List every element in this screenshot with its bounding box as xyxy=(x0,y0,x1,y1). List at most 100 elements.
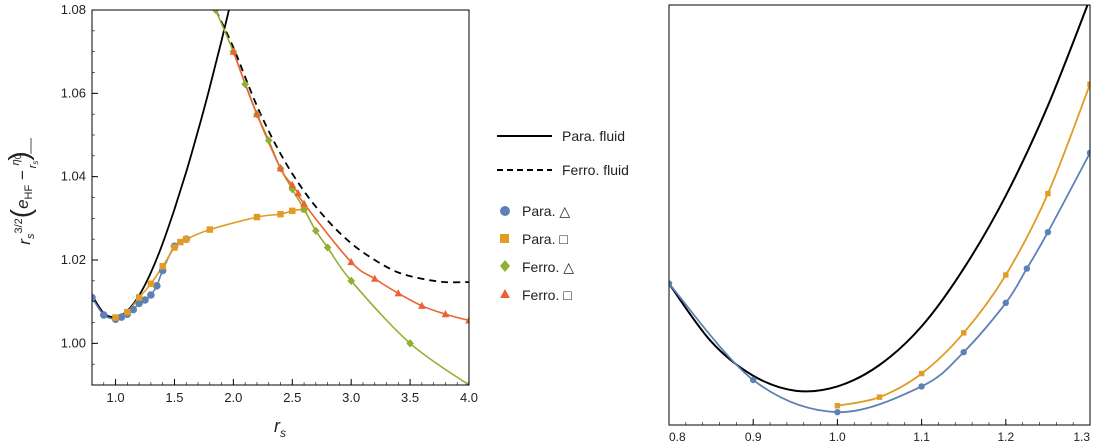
x-tick-label: 1.5 xyxy=(165,390,183,405)
marker-ferro-square xyxy=(394,289,403,297)
marker-para-square xyxy=(177,238,184,246)
zoom-marker-para-triangle xyxy=(1044,228,1052,236)
marker-para-square xyxy=(135,294,143,301)
marker-ferro-square xyxy=(370,274,379,282)
legend-label-para-square: Para. □ xyxy=(522,231,568,247)
right-x-axis: 0.8 0.9 1.0 1.1 1.2 1.3 xyxy=(668,419,1091,444)
zoom-marker-para-square xyxy=(1087,81,1090,88)
zoom-marker-para-square xyxy=(834,402,841,409)
marker-para-square xyxy=(206,226,214,233)
marker-para-square xyxy=(147,280,155,287)
marker-ferro-triangle xyxy=(288,184,297,194)
y-tick-label: 1.08 xyxy=(61,2,86,17)
zoom-marker-para-square xyxy=(876,394,883,400)
legend-label-para-triangle: Para. △ xyxy=(522,203,570,219)
marker-para-square xyxy=(159,263,166,270)
zoom-marker-para-square xyxy=(918,370,925,377)
zoom-marker-para-triangle xyxy=(918,383,925,390)
marker-para-triangle xyxy=(117,313,126,321)
left-markers xyxy=(92,10,469,385)
marker-para-triangle xyxy=(152,282,161,290)
marker-ferro-square xyxy=(276,164,285,172)
svg-text:rs3/2(eHF − η0rs): rs3/2(eHF − η0rs) xyxy=(3,151,40,244)
zoom-marker-para-triangle xyxy=(834,408,841,416)
marker-ferro-triangle xyxy=(241,79,249,89)
zoom-marker-para-triangle xyxy=(960,348,967,356)
legend-item-para-fluid: Para. fluid xyxy=(497,128,625,144)
x-tick-label: 2.0 xyxy=(224,390,242,405)
marker-para-triangle xyxy=(135,299,143,308)
marker-ferro-triangle xyxy=(406,339,414,348)
legend-item-ferro-fluid: Ferro. fluid xyxy=(497,162,629,178)
legend-item-ferro-square: Ferro. □ xyxy=(500,287,572,303)
y-tick-label: 1.02 xyxy=(61,252,86,267)
legend-label-ferro-triangle: Ferro. △ xyxy=(522,259,574,275)
marker-para-triangle xyxy=(92,293,96,302)
marker-para-square xyxy=(253,213,261,221)
right-plot-frame xyxy=(668,4,1091,426)
marker-ferro-square xyxy=(441,309,450,318)
legend-item-para-triangle: Para. △ xyxy=(500,203,570,219)
marker-ferro-triangle xyxy=(323,243,332,252)
x-tick-label: 3.5 xyxy=(401,390,419,405)
marker-para-square xyxy=(171,244,178,251)
right-chart: 0.8 0.9 1.0 1.1 1.2 1.3 xyxy=(668,4,1091,444)
marker-para-triangle xyxy=(129,305,138,314)
marker-ferro-square xyxy=(294,189,302,197)
marker-para-triangle xyxy=(99,311,108,319)
left-chart: 1.0 1.5 2.0 2.5 3.0 3.5 4.0 1.001.021.041.061.… xyxy=(3,2,478,440)
right-markers xyxy=(669,81,1090,416)
marker-ferro-square xyxy=(229,47,238,55)
zoom-curve-para-fluid xyxy=(669,5,1089,393)
marker-ferro-triangle xyxy=(211,10,220,15)
y-tick-label: 1.06 xyxy=(61,85,86,100)
zoom-marker-para-triangle xyxy=(1002,299,1009,307)
zoom-x-tick-label: 0.8 xyxy=(669,430,686,444)
marker-ferro-square xyxy=(465,316,469,324)
zoom-x-tick-label: 1.2 xyxy=(997,430,1014,444)
marker-para-triangle xyxy=(147,291,155,299)
zoom-marker-para-triangle xyxy=(1086,149,1090,157)
zoom-marker-para-triangle xyxy=(750,376,757,384)
marker-ferro-triangle xyxy=(465,380,469,385)
marker-ferro-triangle xyxy=(312,226,320,236)
x-tick-label: 4.0 xyxy=(460,390,478,405)
marker-ferro-square xyxy=(347,257,355,266)
curve-ferro-fluid xyxy=(214,10,469,284)
marker-para-square xyxy=(124,308,131,316)
zoom-marker-para-triangle xyxy=(669,280,673,287)
zoom-x-tick-label: 0.9 xyxy=(745,430,762,444)
x-tick-label: 3.0 xyxy=(342,390,360,405)
zoom-marker-para-triangle xyxy=(1023,265,1031,272)
marker-para-triangle xyxy=(141,296,149,304)
marker-ferro-square xyxy=(418,301,426,309)
marker-ferro-square xyxy=(288,180,297,189)
zoom-x-tick-label: 1.1 xyxy=(913,430,930,444)
marker-para-square xyxy=(183,235,190,243)
legend-item-ferro-triangle: Ferro. △ xyxy=(500,259,574,275)
zoom-marker-para-square xyxy=(1003,272,1009,278)
legend-label-ferro-fluid: Ferro. fluid xyxy=(562,162,629,178)
legend-label-para-fluid: Para. fluid xyxy=(562,128,625,144)
zoom-marker-para-square xyxy=(960,330,967,336)
zoom-marker-para-square xyxy=(1045,190,1051,197)
marker-ferro-triangle xyxy=(300,204,308,214)
marker-para-square xyxy=(277,210,284,218)
marker-para-square xyxy=(289,207,296,215)
left-x-axis: 1.0 1.5 2.0 2.5 3.0 3.5 4.0 xyxy=(91,379,478,405)
marker-ferro-triangle xyxy=(264,136,273,145)
marker-ferro-square xyxy=(253,109,261,118)
y-tick-label: 1.00 xyxy=(61,335,86,350)
left-x-axis-label: rs xyxy=(274,416,286,440)
zoom-x-tick-label: 1.0 xyxy=(829,430,846,444)
marker-ferro-square xyxy=(300,199,308,207)
legend: Para. fluid Ferro. fluid Para. △ Para. □… xyxy=(497,128,629,303)
left-y-axis: 1.00 1.02 1.04 1.06 1.08 xyxy=(61,2,98,386)
zoom-x-tick-label: 1.3 xyxy=(1073,430,1090,444)
y-tick-label: 1.04 xyxy=(61,169,86,184)
legend-item-para-square: Para. □ xyxy=(500,231,568,247)
legend-label-ferro-square: Ferro. □ xyxy=(522,287,572,303)
x-tick-label: 2.5 xyxy=(283,390,301,405)
marker-para-square xyxy=(112,314,119,321)
